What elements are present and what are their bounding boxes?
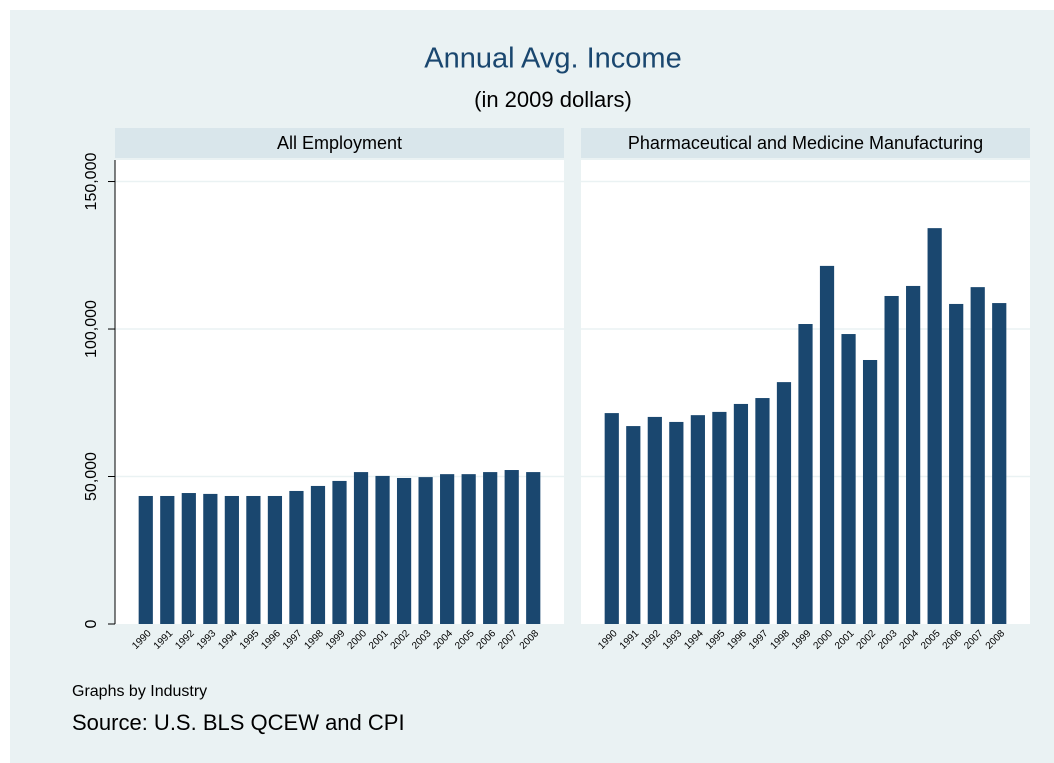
bar [138, 495, 153, 624]
bar [396, 477, 412, 624]
chart-title: Annual Avg. Income [424, 43, 681, 75]
y-tick-label: 100,000 [83, 300, 100, 358]
caption: Source: U.S. BLS QCEW and CPI [72, 710, 405, 735]
bar [289, 490, 304, 624]
bar [418, 477, 433, 624]
y-tick-label: 50,000 [83, 452, 100, 501]
bar [526, 472, 541, 624]
bar [949, 303, 964, 624]
bar [733, 403, 749, 624]
bar [224, 495, 239, 624]
strip [581, 128, 1030, 158]
bar [755, 398, 770, 624]
bar [504, 470, 519, 624]
bar [160, 495, 175, 624]
y-tick-label: 0 [83, 619, 100, 628]
bar [375, 475, 390, 624]
bar [310, 485, 326, 624]
panel-title: Pharmaceutical and Medicine Manufacturin… [628, 133, 983, 153]
bar [884, 295, 899, 624]
bar [927, 228, 942, 624]
bar [267, 495, 283, 624]
y-tick-label: 150,000 [83, 153, 100, 211]
bar [483, 472, 498, 624]
bar [246, 495, 261, 624]
chart-subtitle: (in 2009 dollars) [474, 87, 632, 112]
bar [992, 303, 1007, 624]
bar [841, 334, 856, 624]
bar [604, 413, 619, 624]
strip [115, 128, 564, 158]
bar [862, 359, 878, 624]
bar [461, 474, 476, 624]
bar [332, 480, 347, 624]
bar [798, 324, 813, 624]
bar [669, 421, 684, 624]
note: Graphs by Industry [72, 683, 207, 700]
bar [776, 382, 792, 624]
bar [626, 426, 641, 624]
bar [712, 411, 727, 624]
bar [647, 416, 662, 624]
bar [819, 265, 835, 624]
bar [440, 474, 455, 624]
bar [203, 493, 218, 624]
bar [906, 285, 921, 624]
bar [970, 287, 985, 624]
bar [353, 472, 369, 624]
panel-title: All Employment [277, 133, 402, 153]
bar [690, 415, 705, 624]
bar [181, 493, 196, 624]
